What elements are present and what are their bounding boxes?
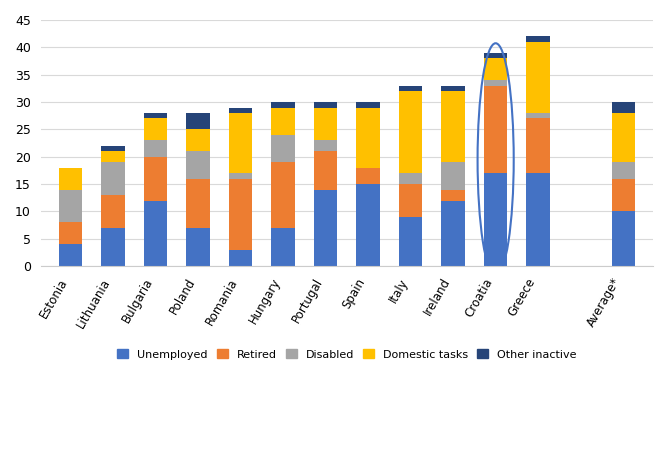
Bar	[228, 179, 253, 250]
Bar	[442, 201, 465, 266]
Bar	[526, 36, 550, 42]
Bar	[314, 189, 337, 266]
Bar	[59, 222, 82, 244]
Bar	[144, 140, 167, 157]
Bar	[186, 179, 210, 228]
Bar	[484, 58, 507, 80]
Bar	[101, 195, 125, 228]
Bar	[442, 189, 465, 201]
Bar	[484, 80, 507, 85]
Bar	[399, 217, 422, 266]
Bar	[101, 151, 125, 162]
Bar	[356, 184, 379, 266]
Bar	[59, 189, 82, 222]
Bar	[442, 162, 465, 189]
Bar	[59, 244, 82, 266]
Bar	[314, 151, 337, 189]
Bar	[484, 173, 507, 266]
Bar	[314, 108, 337, 140]
Bar	[59, 168, 82, 189]
Bar	[484, 85, 507, 173]
Bar	[442, 85, 465, 91]
Bar	[314, 140, 337, 151]
Bar	[144, 118, 167, 140]
Bar	[228, 108, 253, 113]
Bar	[611, 102, 635, 113]
Bar	[271, 162, 295, 228]
Bar	[228, 173, 253, 179]
Bar	[271, 102, 295, 108]
Bar	[484, 53, 507, 58]
Bar	[186, 228, 210, 266]
Bar	[101, 162, 125, 195]
Bar	[399, 173, 422, 184]
Bar	[442, 91, 465, 162]
Bar	[314, 102, 337, 108]
Bar	[186, 151, 210, 179]
Bar	[399, 91, 422, 173]
Bar	[526, 42, 550, 113]
Bar	[356, 168, 379, 184]
Bar	[101, 228, 125, 266]
Bar	[611, 179, 635, 212]
Bar	[144, 157, 167, 201]
Bar	[526, 173, 550, 266]
Bar	[271, 108, 295, 135]
Bar	[228, 250, 253, 266]
Bar	[101, 146, 125, 151]
Bar	[271, 135, 295, 162]
Legend: Unemployed, Retired, Disabled, Domestic tasks, Other inactive: Unemployed, Retired, Disabled, Domestic …	[113, 345, 580, 364]
Bar	[228, 113, 253, 173]
Bar	[611, 212, 635, 266]
Bar	[144, 201, 167, 266]
Bar	[399, 85, 422, 91]
Bar	[271, 228, 295, 266]
Bar	[611, 113, 635, 162]
Bar	[186, 129, 210, 151]
Bar	[356, 102, 379, 108]
Bar	[356, 108, 379, 168]
Bar	[526, 113, 550, 118]
Bar	[399, 184, 422, 217]
Bar	[144, 113, 167, 118]
Bar	[611, 162, 635, 179]
Bar	[526, 118, 550, 173]
Bar	[186, 113, 210, 129]
